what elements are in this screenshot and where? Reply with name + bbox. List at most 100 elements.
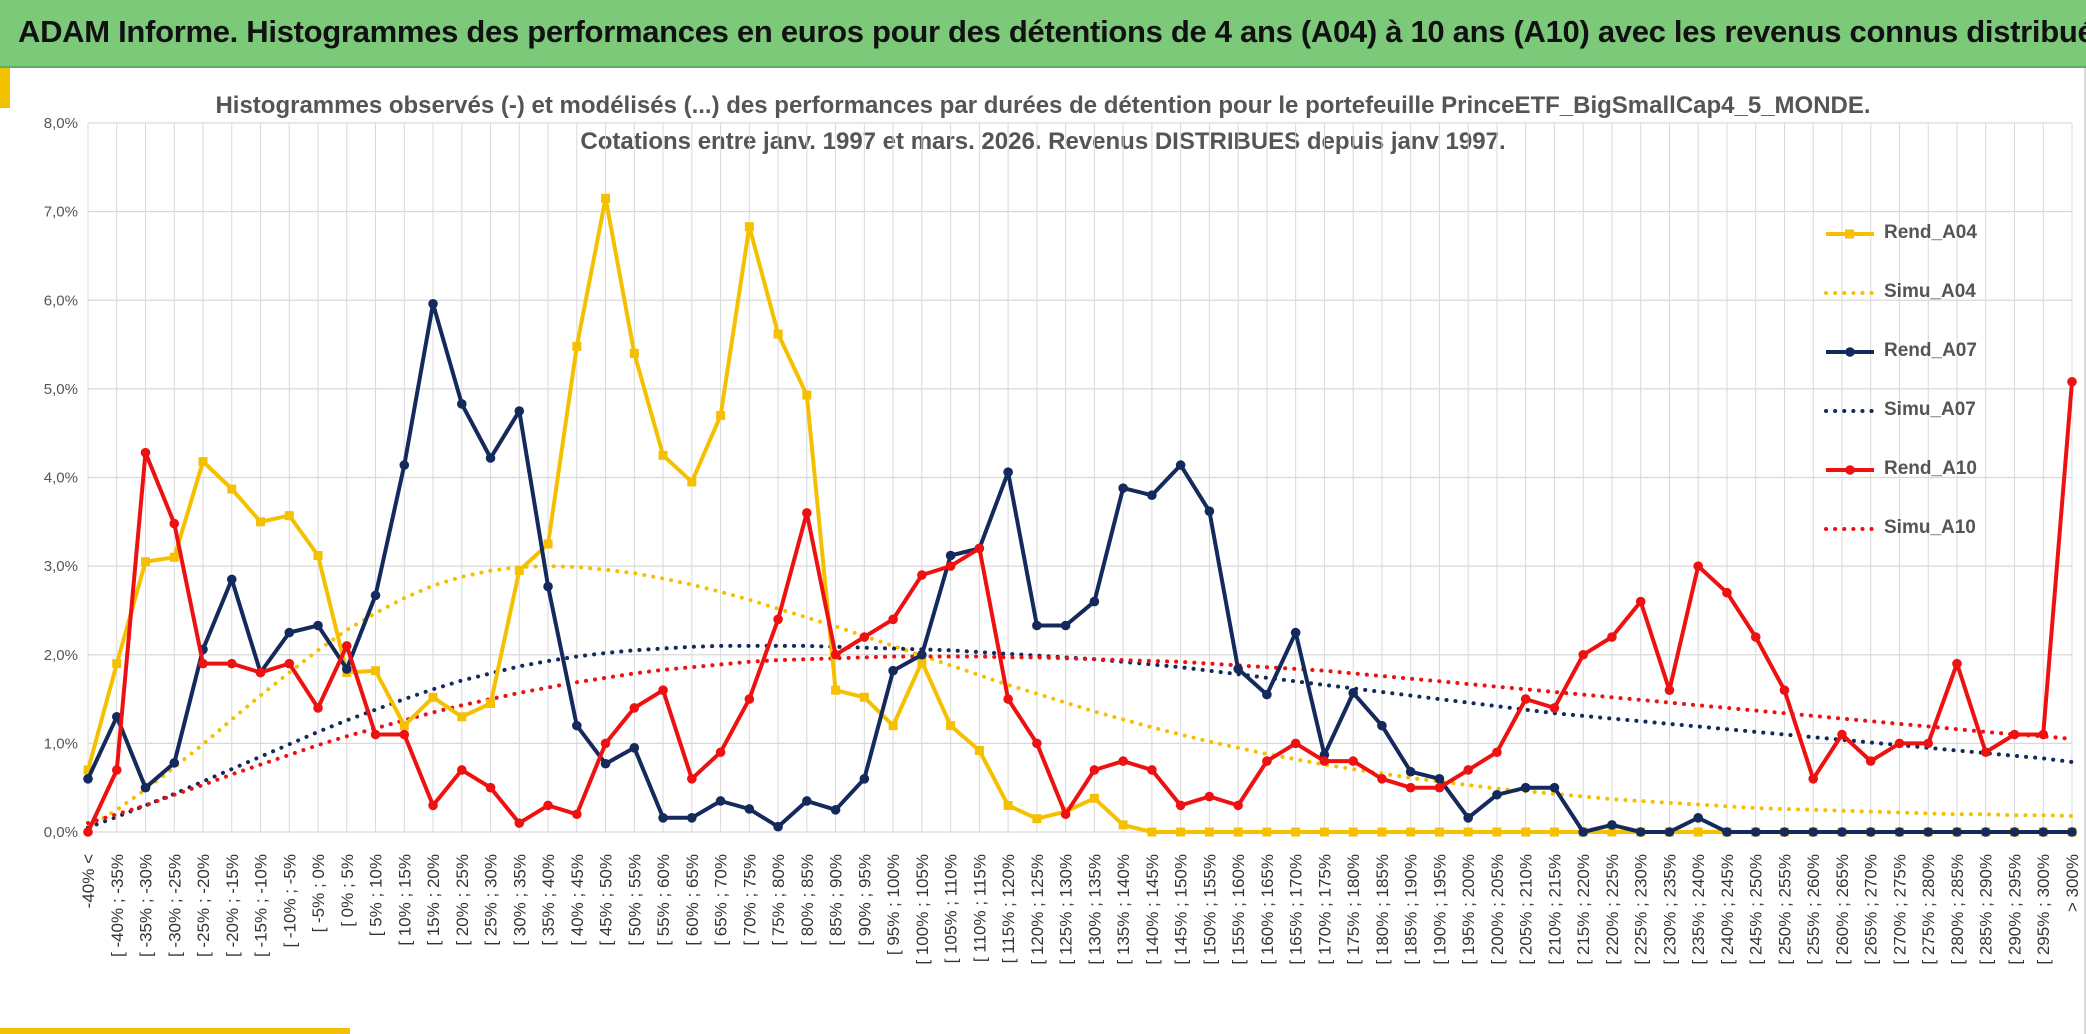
x-tick-label: [ 160% ; 165% bbox=[1258, 854, 1277, 965]
data-point-rend-a10 bbox=[1865, 756, 1876, 766]
x-tick-label: [ 25% ; 30% bbox=[482, 854, 501, 946]
data-point-rend-a07 bbox=[1520, 782, 1531, 793]
data-point-rend-a07 bbox=[1377, 720, 1387, 731]
legend-swatch bbox=[1824, 291, 1876, 295]
data-point-rend-a07 bbox=[888, 665, 898, 676]
data-point-rend-a04 bbox=[486, 698, 496, 708]
x-tick-label: [ 85% ; 90% bbox=[827, 854, 846, 946]
data-point-rend-a04 bbox=[399, 721, 409, 731]
data-point-rend-a04 bbox=[371, 666, 381, 676]
data-point-rend-a07 bbox=[111, 711, 122, 722]
data-point-rend-a04 bbox=[1319, 827, 1329, 837]
data-point-rend-a04 bbox=[1118, 820, 1128, 830]
x-tick-label: [ 260% ; 265% bbox=[1833, 854, 1852, 965]
data-point-rend-a10 bbox=[1233, 800, 1243, 811]
data-point-rend-a04 bbox=[169, 552, 179, 562]
data-point-rend-a07 bbox=[1750, 827, 1761, 837]
chart-title-line-1: Histogrammes observés (-) et modélisés (… bbox=[215, 92, 1871, 119]
legend-item-rend-a07: Rend_A07 bbox=[1820, 340, 1977, 399]
series-line-simu-a04 bbox=[86, 564, 2074, 830]
data-point-rend-a10 bbox=[2038, 729, 2049, 740]
data-point-rend-a10 bbox=[284, 658, 295, 669]
data-point-rend-a07 bbox=[830, 805, 841, 815]
data-point-rend-a04 bbox=[831, 685, 841, 695]
data-point-rend-a07 bbox=[629, 743, 640, 753]
data-point-rend-a07 bbox=[341, 664, 352, 674]
data-point-rend-a07 bbox=[2038, 827, 2049, 837]
x-tick-label: [ 155% ; 160% bbox=[1229, 854, 1248, 965]
data-point-rend-a10 bbox=[1463, 765, 1473, 775]
data-point-rend-a04 bbox=[1032, 814, 1042, 824]
x-tick-label: [ 95% ; 100% bbox=[884, 854, 903, 955]
data-point-rend-a07 bbox=[140, 782, 151, 793]
x-tick-label: > 300% bbox=[2063, 854, 2082, 912]
data-point-rend-a07 bbox=[1808, 827, 1819, 837]
x-tick-label: [ -40% ; -35% bbox=[108, 854, 127, 957]
y-tick-label: 6,0% bbox=[44, 292, 78, 309]
x-tick-label: [ 230% ; 235% bbox=[1660, 854, 1679, 965]
x-tick-label: [ 235% ; 240% bbox=[1689, 854, 1708, 965]
data-point-rend-a10 bbox=[140, 447, 151, 458]
data-point-rend-a07 bbox=[1578, 827, 1588, 837]
data-point-rend-a04 bbox=[1693, 827, 1703, 837]
x-tick-label: [ 185% ; 190% bbox=[1402, 854, 1421, 965]
data-point-rend-a04 bbox=[1348, 827, 1358, 837]
data-point-rend-a07 bbox=[1003, 467, 1013, 477]
data-point-rend-a07 bbox=[945, 550, 956, 561]
data-point-rend-a10 bbox=[974, 543, 985, 554]
x-tick-label: [ 60% ; 65% bbox=[683, 854, 702, 946]
x-tick-label: [ 170% ; 175% bbox=[1315, 854, 1334, 965]
data-point-rend-a10 bbox=[830, 649, 841, 660]
x-tick-label: [ 20% ; 25% bbox=[453, 854, 472, 946]
x-tick-label: [ 100% ; 105% bbox=[913, 854, 932, 965]
x-tick-label: [ 125% ; 130% bbox=[1057, 854, 1076, 965]
x-tick-label: [ 280% ; 285% bbox=[1948, 854, 1967, 965]
x-tick-label: [ 255% ; 260% bbox=[1804, 854, 1823, 965]
data-point-rend-a10 bbox=[255, 667, 266, 678]
data-point-rend-a07 bbox=[1980, 827, 1991, 837]
series-line-simu-a07 bbox=[86, 643, 2074, 830]
data-point-rend-a10 bbox=[1923, 738, 1934, 749]
x-tick-label: [ 165% ; 170% bbox=[1287, 854, 1306, 965]
data-point-rend-a04 bbox=[658, 450, 668, 460]
x-tick-label: [ 180% ; 185% bbox=[1373, 854, 1392, 965]
x-tick-label: [ 290% ; 295% bbox=[2005, 854, 2024, 965]
x-tick-label: [ 65% ; 70% bbox=[712, 854, 731, 946]
data-point-rend-a04 bbox=[1406, 827, 1416, 837]
data-point-rend-a07 bbox=[399, 460, 410, 470]
x-tick-label: [ 90% ; 95% bbox=[855, 854, 874, 946]
data-point-rend-a10 bbox=[456, 765, 467, 775]
data-point-rend-a07 bbox=[1837, 827, 1847, 837]
x-tick-label: [ 175% ; 180% bbox=[1344, 854, 1363, 965]
data-point-rend-a04 bbox=[83, 765, 93, 775]
data-point-rend-a07 bbox=[1952, 827, 1962, 837]
x-tick-label: [ 70% ; 75% bbox=[740, 854, 759, 946]
x-tick-label: [ 295% ; 300% bbox=[2034, 854, 2053, 965]
x-tick-label: [ -35% ; -30% bbox=[137, 854, 156, 957]
frame-border bbox=[2084, 68, 2086, 1034]
legend-swatch bbox=[1824, 527, 1876, 531]
legend-item-simu-a04: Simu_A04 bbox=[1820, 281, 1976, 340]
data-point-rend-a10 bbox=[1664, 685, 1675, 695]
data-point-rend-a10 bbox=[1779, 685, 1790, 695]
x-tick-label: [ 30% ; 35% bbox=[510, 854, 529, 946]
frame-accent bbox=[0, 1028, 350, 1034]
data-point-rend-a10 bbox=[313, 703, 323, 713]
data-point-rend-a04 bbox=[946, 721, 956, 731]
legend-label: Simu_A10 bbox=[1884, 517, 1976, 538]
data-point-rend-a10 bbox=[1319, 756, 1330, 766]
data-point-rend-a10 bbox=[1089, 765, 1100, 775]
x-tick-label: [ 275% ; 280% bbox=[1919, 854, 1938, 965]
x-tick-label: [ 75% ; 80% bbox=[769, 854, 788, 946]
data-point-rend-a07 bbox=[313, 620, 323, 631]
data-point-rend-a10 bbox=[1520, 694, 1531, 704]
chart-legend: Rend_A04 Simu_A04 Rend_A07 Simu_A07 Rend_A10… bbox=[1820, 222, 1977, 576]
chart-title-line-2: Cotations entre janv. 1997 et mars. 2026… bbox=[580, 128, 1506, 155]
x-tick-label: [ -30% ; -25% bbox=[165, 854, 184, 957]
data-point-rend-a04 bbox=[198, 457, 208, 467]
series-line-simu-a10 bbox=[86, 654, 2074, 826]
data-point-rend-a07 bbox=[284, 627, 295, 638]
y-tick-label: 0,0% bbox=[44, 824, 78, 841]
data-point-rend-a10 bbox=[1492, 747, 1502, 758]
data-point-rend-a10 bbox=[1262, 756, 1272, 766]
